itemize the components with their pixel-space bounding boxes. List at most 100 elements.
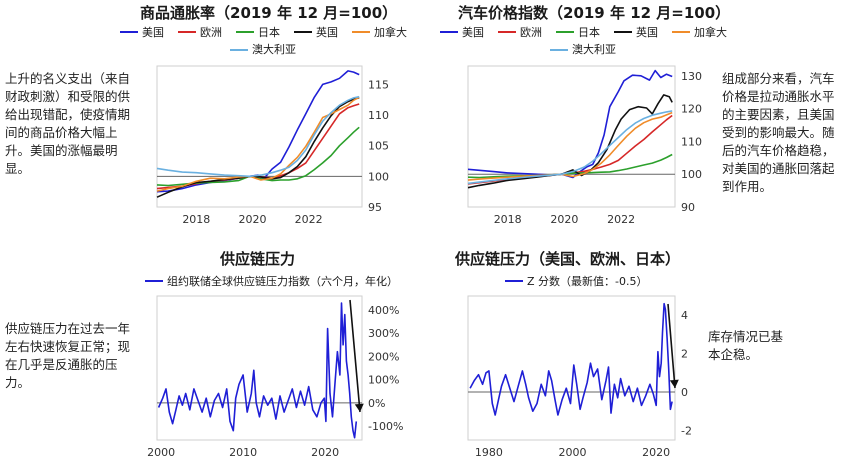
trend-arrow-regions-head [669, 379, 679, 388]
series-line [469, 302, 673, 416]
y-tick-label: 4 [681, 309, 688, 322]
y-tick-label: 0 [681, 386, 688, 399]
trend-arrow-head [354, 403, 364, 412]
legend-swatch [236, 31, 254, 33]
legend-supply-chain-regions: Z 分数（最新值：-0.5） [505, 271, 662, 289]
series-line [156, 95, 360, 178]
legend-item: 欧洲 [498, 25, 542, 40]
plot-frame [156, 295, 363, 441]
legend-car-price: 美国 欧洲 日本 英国 加拿大澳大利亚 [440, 22, 740, 57]
legend-label: 欧洲 [520, 25, 542, 39]
legend-label: 美国 [142, 25, 164, 39]
legend-item: 英国 [614, 25, 658, 40]
x-tick-label: 2010 [229, 446, 257, 459]
legend-label: 澳大利亚 [572, 43, 616, 56]
legend-item: 英国 [294, 25, 338, 40]
y-tick-label: 115 [368, 78, 389, 91]
plot-frame [467, 65, 676, 208]
x-tick-label: 2000 [559, 446, 587, 459]
legend-swatch [294, 31, 312, 33]
y-tick-label: 100 [681, 168, 702, 181]
chart-title-goods-inflation: 商品通胀率（2019 年 12 月=100） [140, 4, 398, 22]
legend-swatch [556, 31, 574, 33]
legend-item: 美国 [120, 25, 164, 40]
y-tick-label: 110 [368, 109, 389, 122]
legend-swatch [550, 48, 568, 51]
legend-swatch [505, 280, 523, 282]
legend-item: 澳大利亚 [230, 42, 296, 57]
legend-swatch [498, 31, 516, 33]
y-tick-label: 2 [681, 348, 688, 361]
legend-label: 美国 [462, 25, 484, 39]
y-tick-label: -2 [681, 424, 692, 437]
chart-title-supply-chain-regions: 供应链压力（美国、欧洲、日本） [455, 250, 681, 268]
x-tick-label: 2022 [607, 213, 635, 226]
legend-label: 日本 [258, 25, 280, 39]
legend-label: 加拿大 [694, 25, 727, 39]
x-tick-label: 2000 [147, 446, 175, 459]
note-supply-chain: 供应链压力在过去一年左右快速恢复正常；现在几乎是反通胀的压力。 [5, 321, 131, 390]
x-tick-label: 2018 [182, 213, 210, 226]
legend-goods-inflation: 美国 欧洲 日本 英国 加拿大澳大利亚 [120, 22, 420, 57]
series-line [467, 94, 673, 189]
y-tick-label: 90 [681, 201, 695, 214]
legend-item: 澳大利亚 [550, 42, 616, 57]
x-tick-label: 2022 [295, 213, 323, 226]
legend-swatch [352, 31, 370, 33]
legend-label: 英国 [316, 25, 338, 39]
legend-label: 澳大利亚 [252, 43, 296, 56]
legend-item: 日本 [236, 25, 280, 40]
y-tick-label: 95 [368, 201, 382, 214]
y-tick-label: 100% [368, 374, 399, 387]
trend-arrow [349, 299, 361, 413]
series-line [156, 96, 360, 192]
legend-label: 日本 [578, 25, 600, 39]
x-tick-label: 2018 [494, 213, 522, 226]
plot-frame [156, 65, 363, 208]
legend-label: Z 分数（最新值：-0.5） [527, 274, 648, 288]
legend-item: 加拿大 [352, 25, 407, 40]
legend-swatch [178, 31, 196, 33]
legend-swatch [145, 280, 163, 282]
legend-item: 组约联储全球供应链压力指数（六个月，年化） [145, 274, 398, 289]
y-tick-label: 110 [681, 135, 702, 148]
trend-arrow-regions [667, 303, 676, 389]
y-tick-label: 300% [368, 327, 399, 340]
legend-swatch [672, 31, 690, 33]
series-line [156, 70, 360, 193]
note-car-price: 组成部分来看，汽车价格是拉动通胀水平的主要因素，且美国受到的影响最大。随后的汽车… [722, 71, 835, 194]
y-tick-label: 0% [368, 397, 385, 410]
chart-title-car-price: 汽车价格指数（2019 年 12 月=100） [458, 4, 731, 22]
chart-title-supply-chain: 供应链压力 [220, 250, 296, 268]
legend-item: 欧洲 [178, 25, 222, 40]
y-tick-label: -100% [368, 420, 403, 433]
legend-swatch [614, 31, 632, 33]
legend-label: 英国 [636, 25, 658, 39]
x-tick-label: 2020 [311, 446, 339, 459]
series-line [467, 111, 673, 181]
y-tick-label: 105 [368, 140, 389, 153]
legend-label: 组约联储全球供应链压力指数（六个月，年化） [167, 274, 398, 288]
legend-item: 美国 [440, 25, 484, 40]
series-line [467, 110, 673, 185]
series-line [157, 302, 358, 439]
y-tick-label: 400% [368, 304, 399, 317]
x-tick-label: 1980 [475, 446, 503, 459]
legend-item: 加拿大 [672, 25, 727, 40]
legend-supply-chain: 组约联储全球供应链压力指数（六个月，年化） [145, 271, 412, 289]
series-line [156, 97, 360, 198]
x-tick-label: 2020 [550, 213, 578, 226]
y-tick-label: 120 [681, 103, 702, 116]
note-goods-inflation: 上升的名义支出（来自财政刺激）和受限的供给出现错配，使疫情期间的商品价格大幅上升… [5, 71, 131, 176]
y-tick-label: 200% [368, 350, 399, 363]
y-tick-label: 130 [681, 70, 702, 83]
y-tick-label: 100 [368, 170, 389, 183]
legend-swatch [230, 48, 248, 51]
x-tick-label: 2020 [238, 213, 266, 226]
note-supply-chain-regions: 库存情况已基本企稳。 [708, 329, 784, 362]
legend-label: 欧洲 [200, 25, 222, 39]
x-tick-label: 2020 [642, 446, 670, 459]
legend-item: Z 分数（最新值：-0.5） [505, 274, 648, 289]
plot-frame [467, 295, 676, 441]
